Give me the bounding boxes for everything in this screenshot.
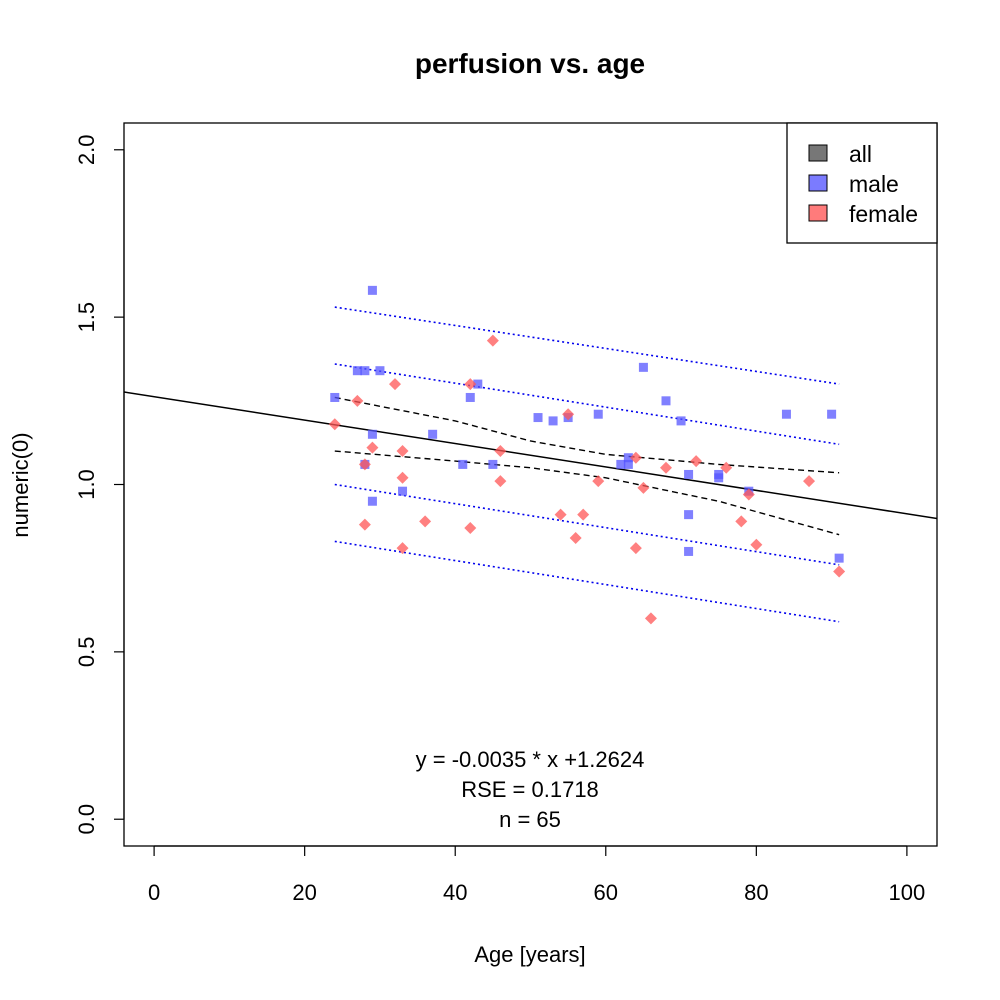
data-point-female (396, 542, 409, 555)
data-point-female (351, 394, 364, 407)
data-point-male (428, 429, 438, 439)
data-point-female (554, 508, 567, 521)
data-point-male (661, 396, 671, 406)
data-point-male (684, 510, 694, 520)
y-axis-label: numeric(0) (8, 432, 33, 537)
x-tick-label: 80 (744, 880, 768, 905)
y-tick-label: 0.0 (74, 804, 99, 835)
legend-swatch-female (808, 204, 828, 222)
data-point-male (367, 285, 377, 295)
data-point-female (562, 408, 575, 421)
data-point-male (360, 366, 370, 376)
x-tick-label: 100 (889, 880, 926, 905)
y-axis: 0.0 0.5 1.0 1.5 2.0 (74, 134, 125, 835)
data-point-male (533, 413, 543, 423)
data-point-male (638, 362, 648, 372)
data-point-female (366, 441, 379, 454)
data-point-female (577, 508, 590, 521)
data-point-female (494, 475, 507, 488)
prediction-band-line (334, 363, 840, 446)
data-point-male (623, 459, 633, 469)
confidence-band-upper (334, 396, 840, 474)
data-point-female (720, 461, 733, 474)
data-point-male (827, 409, 837, 419)
data-point-male (488, 459, 498, 469)
legend-swatch-all (808, 144, 828, 162)
data-point-female (494, 445, 507, 458)
data-point-female (660, 461, 672, 474)
data-point-female (464, 522, 477, 535)
data-point-female (735, 515, 748, 528)
data-point-male (834, 553, 844, 563)
data-point-male (593, 409, 603, 419)
data-point-female (750, 538, 763, 551)
data-point-female (690, 455, 703, 468)
legend-label-female: female (849, 201, 918, 227)
data-point-female (742, 488, 755, 501)
data-point-female (396, 445, 409, 458)
data-point-female (486, 334, 499, 347)
legend-label-male: male (849, 171, 899, 197)
data-point-female (328, 418, 341, 431)
data-point-female (644, 612, 657, 625)
x-tick-label: 0 (148, 880, 160, 905)
data-point-male (375, 366, 385, 376)
data-point-male (398, 486, 408, 496)
annotation-n: n = 65 (499, 807, 561, 832)
data-point-male (367, 496, 377, 506)
data-point-female (389, 378, 401, 391)
legend-swatch-male (808, 174, 828, 192)
data-point-male (548, 416, 558, 426)
data-point-female (637, 481, 650, 494)
x-tick-label: 40 (443, 880, 467, 905)
data-point-male (781, 409, 791, 419)
annotation-equation: y = -0.0035 * x +1.2624 (416, 747, 645, 772)
data-point-male (465, 392, 475, 402)
y-tick-label: 0.5 (74, 637, 99, 668)
data-point-female (396, 471, 409, 484)
data-point-male (458, 459, 468, 469)
legend-label-all: all (849, 141, 872, 167)
y-tick-label: 2.0 (74, 134, 99, 165)
bands-layer (334, 306, 840, 623)
data-point-male (367, 429, 377, 439)
data-point-male (330, 392, 340, 402)
points-layer (328, 285, 846, 625)
x-tick-label: 20 (292, 880, 316, 905)
prediction-band-line (334, 540, 840, 623)
x-axis-label: Age [years] (474, 942, 585, 967)
legend: all male female (786, 122, 938, 244)
data-point-female (833, 565, 846, 578)
data-point-female (592, 475, 605, 488)
data-point-female (629, 451, 642, 464)
data-point-male (623, 453, 633, 463)
prediction-band-line (334, 483, 840, 566)
data-point-male (714, 469, 724, 479)
x-axis: 0 20 40 60 80 100 (148, 845, 926, 905)
confidence-band-lower (334, 450, 840, 536)
data-point-female (358, 458, 371, 471)
data-point-male (616, 459, 626, 469)
data-point-male (676, 416, 686, 426)
data-point-male (352, 366, 362, 376)
data-point-male (684, 546, 694, 556)
chart-title: perfusion vs. age (415, 48, 645, 79)
data-point-female (419, 515, 432, 528)
regression-line (124, 391, 937, 520)
annotation-block: y = -0.0035 * x +1.2624 RSE = 0.1718 n =… (416, 747, 645, 832)
y-tick-label: 1.5 (74, 302, 99, 333)
data-point-female (464, 378, 477, 391)
data-point-male (684, 469, 694, 479)
x-tick-label: 60 (594, 880, 618, 905)
data-point-female (358, 518, 371, 531)
data-point-female (629, 542, 642, 555)
prediction-band-line (334, 306, 840, 385)
y-tick-label: 1.0 (74, 469, 99, 500)
fit-layer (124, 391, 937, 536)
data-point-female (569, 532, 582, 545)
data-point-male (473, 379, 483, 389)
annotation-rse: RSE = 0.1718 (461, 777, 599, 802)
data-point-female (803, 475, 816, 488)
